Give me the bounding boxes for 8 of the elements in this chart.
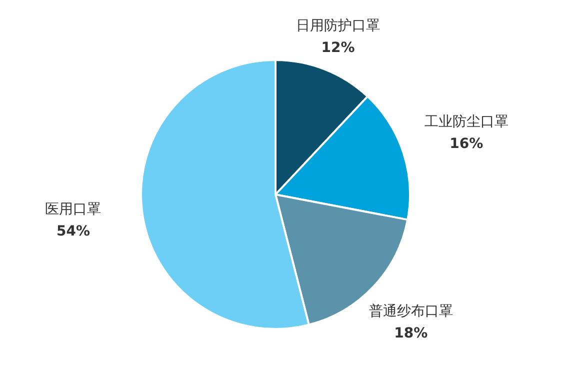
slice-label: 工业防尘口罩 [424,114,508,130]
data-label: 18% [394,325,428,342]
slice-label: 日用防护口罩 [296,18,380,34]
data-label: 16% [450,136,484,152]
data-label: 54% [56,224,90,240]
data-label: 12% [321,40,355,56]
slice-label: 普通纱布口罩 [368,302,453,320]
slice-label: 医用口罩 [45,202,102,218]
